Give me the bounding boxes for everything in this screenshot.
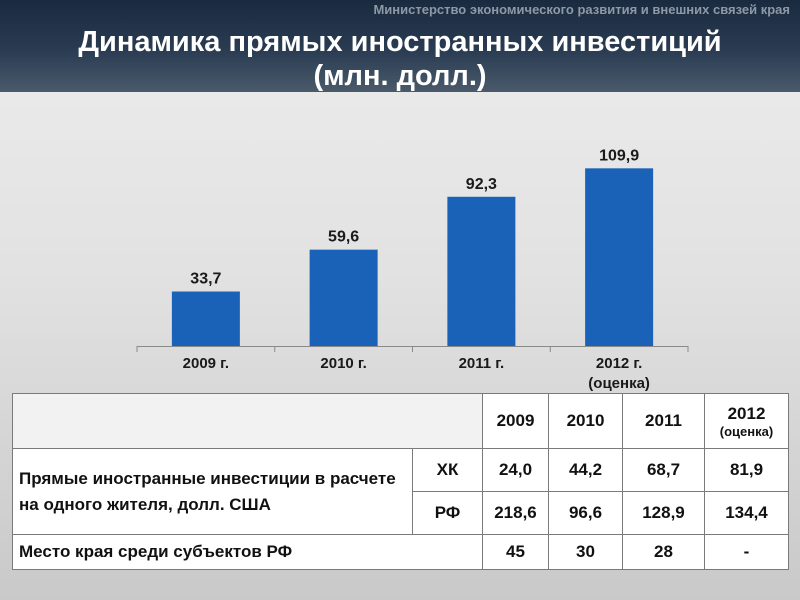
bar-2 xyxy=(447,196,516,346)
header-2012: 2012 (оценка) xyxy=(704,393,789,449)
table-corner-cell xyxy=(12,393,483,449)
place-2009: 45 xyxy=(482,534,549,570)
place-2011: 28 xyxy=(622,534,705,570)
category-label-2: 2011 г. xyxy=(459,355,505,372)
bar-3 xyxy=(585,168,654,346)
rf-2010: 96,6 xyxy=(548,491,623,535)
bar-chart: 33,7 2009 г. 59,6 2010 г. 92,3 2011 г. 109,9 20… xyxy=(136,147,689,392)
value-label-2: 92,3 xyxy=(466,176,497,193)
category-label-3: 2012 г. xyxy=(596,355,642,372)
value-label-1: 59,6 xyxy=(328,229,359,246)
header-banner: Министерство экономического развития и в… xyxy=(0,0,800,92)
category-note-3: (оценка) xyxy=(588,375,650,392)
region-hk: ХК xyxy=(412,448,483,492)
page-title: Динамика прямых иностранных инвестиций (… xyxy=(0,25,800,93)
table-header-row: 2009 2010 2011 2012 (оценка) xyxy=(12,393,789,449)
place-2012: - xyxy=(704,534,789,570)
table-row-hk: Прямые иностранные инвестиции в расчете … xyxy=(12,448,789,535)
header-2011: 2011 xyxy=(622,393,705,449)
ministry-name: Министерство экономического развития и в… xyxy=(373,2,790,17)
hk-2011: 68,7 xyxy=(622,448,705,492)
data-table: 2009 2010 2011 2012 (оценка) Прямые инос… xyxy=(12,393,789,570)
header-2012-year: 2012 xyxy=(727,403,766,423)
table-row-rf: РФ 218,6 96,6 128,9 134,4 xyxy=(13,491,789,535)
category-label-0: 2009 г. xyxy=(183,355,229,372)
table-row-place: Место края среди субъектов РФ 45 30 28 - xyxy=(12,534,789,570)
title-line-1: Динамика прямых иностранных инвестиций xyxy=(78,26,722,58)
bar-1 xyxy=(309,249,378,346)
header-2012-note: (оценка) xyxy=(719,423,774,439)
title-line-2: (млн. долл.) xyxy=(313,60,487,92)
hk-2012: 81,9 xyxy=(704,448,789,492)
value-label-3: 109,9 xyxy=(599,147,639,164)
region-rf: РФ xyxy=(412,491,483,535)
header-2010: 2010 xyxy=(548,393,623,449)
value-label-0: 33,7 xyxy=(190,271,221,288)
hk-2010: 44,2 xyxy=(548,448,623,492)
category-label-1: 2010 г. xyxy=(320,355,366,372)
rf-2011: 128,9 xyxy=(622,491,705,535)
place-2010: 30 xyxy=(548,534,623,570)
bar-0 xyxy=(171,291,240,346)
place-row-label: Место края среди субъектов РФ xyxy=(12,534,483,570)
rf-2012: 134,4 xyxy=(704,491,789,535)
rf-2009: 218,6 xyxy=(482,491,549,535)
hk-2009: 24,0 xyxy=(482,448,549,492)
fdi-row-label: Прямые иностранные инвестиции в расчете … xyxy=(12,448,413,535)
header-2009: 2009 xyxy=(482,393,549,449)
